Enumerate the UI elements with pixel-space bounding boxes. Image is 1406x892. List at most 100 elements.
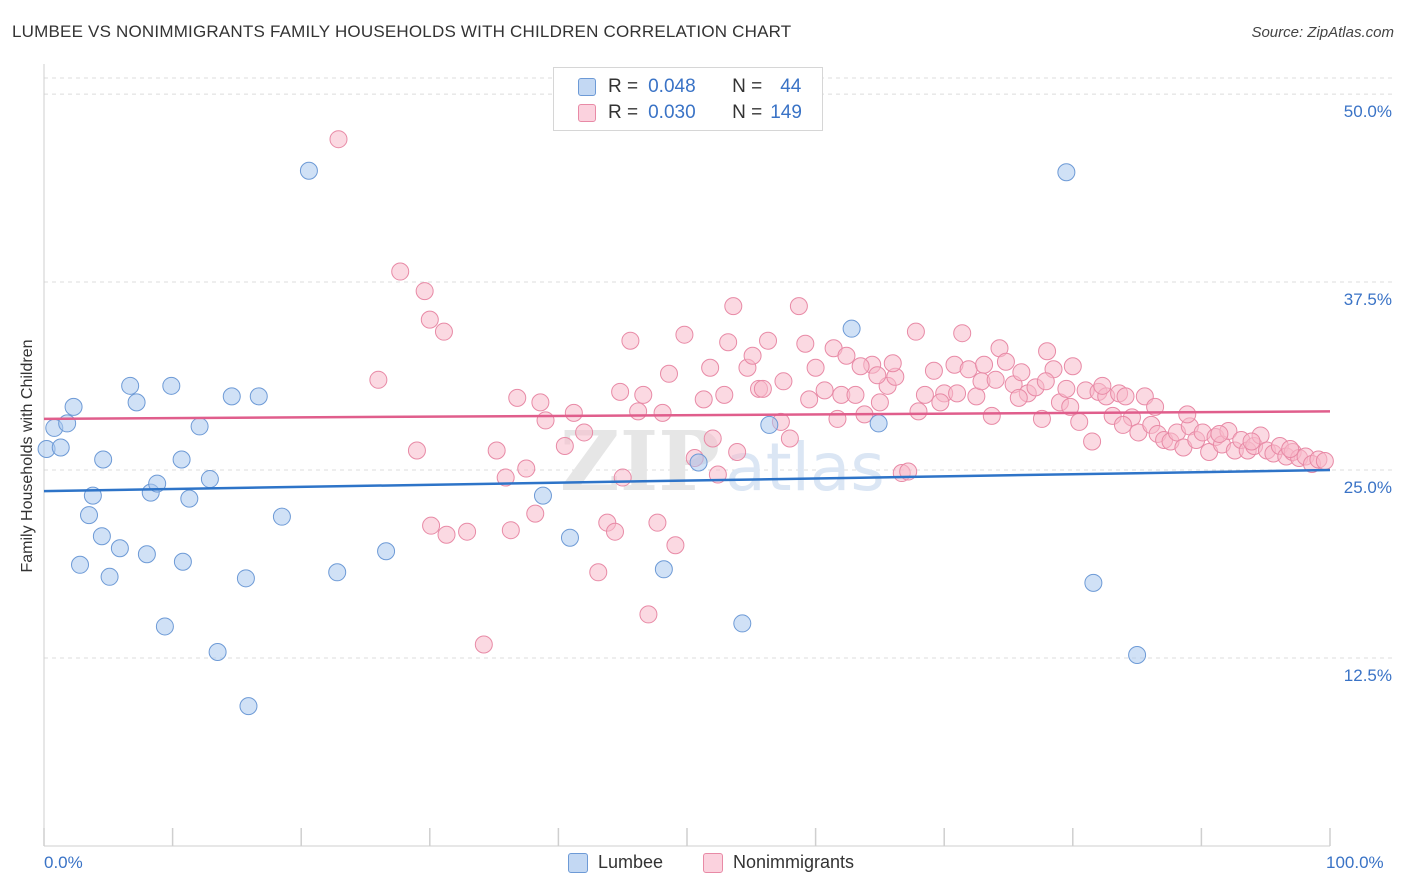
lumbee-points: [37, 161, 1147, 716]
nonimmigrants-point: [1036, 372, 1055, 391]
n-value: 149: [770, 102, 802, 123]
lumbee-point: [733, 614, 752, 633]
lumbee-point: [155, 617, 174, 636]
nonimmigrants-point: [851, 357, 870, 376]
nonimmigrants-point: [531, 393, 550, 412]
nonimmigrants-point: [909, 402, 928, 421]
nonimmigrants-point: [648, 513, 667, 532]
nonimmigrants-point: [915, 385, 934, 404]
y-tick-label: 37.5%: [1343, 290, 1392, 310]
lumbee-point: [94, 450, 113, 469]
lumbee-point: [1128, 646, 1147, 665]
lumbee-point: [173, 552, 192, 571]
legend-label-lumbee: Lumbee: [598, 852, 664, 872]
nonimmigrants-point: [329, 130, 348, 149]
nonimmigrants-point: [719, 333, 738, 352]
nonimmigrants-point: [868, 366, 887, 385]
nonimmigrants-point: [1116, 387, 1135, 406]
lumbee-point: [1057, 163, 1076, 182]
nonimmigrants-point: [1093, 376, 1112, 395]
nonimmigrants-point: [1012, 363, 1031, 382]
lumbee-point: [1084, 573, 1103, 592]
nonimmigrants-point: [613, 468, 632, 487]
nonimmigrants-point: [589, 563, 608, 582]
nonimmigrants-point: [458, 522, 477, 541]
nonimmigrants-point: [743, 346, 762, 365]
nonimmigrants-point: [391, 262, 410, 281]
nonimmigrants-point: [1146, 397, 1165, 416]
nonimmigrants-point: [774, 372, 793, 391]
lumbee-point: [760, 415, 779, 434]
nonimmigrants-point: [986, 370, 1005, 389]
legend-item-lumbee[interactable]: Lumbee: [568, 852, 663, 873]
nonimmigrants-point: [474, 635, 493, 654]
nonimmigrants-point: [1210, 424, 1229, 443]
lumbee-point: [869, 414, 888, 433]
lumbee-point: [80, 506, 99, 525]
nonimmigrants-point: [1032, 409, 1051, 428]
x-tick-label-min: 0.0%: [44, 853, 83, 872]
nonimmigrants-point: [496, 468, 515, 487]
lumbee-point: [299, 161, 318, 180]
y-tick-label: 12.5%: [1343, 666, 1392, 686]
lumbee-point: [92, 527, 111, 546]
lumbee-point: [249, 387, 268, 406]
nonimmigrants-point: [870, 393, 889, 412]
source-label: Source: ZipAtlas.com: [1251, 24, 1394, 41]
nonimmigrants-point: [728, 442, 747, 461]
lumbee-point: [689, 453, 708, 472]
lumbee-point: [560, 528, 579, 547]
lumbee-point: [328, 563, 347, 582]
y-tick-label: 50.0%: [1343, 102, 1392, 122]
n-label: N =: [732, 102, 763, 123]
lumbee-point: [200, 470, 219, 489]
nonimmigrants-point: [508, 388, 527, 407]
trend-lines: [43, 410, 1331, 493]
lumbee-point: [222, 387, 241, 406]
nonimmigrants-point: [639, 605, 658, 624]
nonimmigrants-point: [629, 402, 648, 421]
nonimmigrants-point: [701, 358, 720, 377]
lumbee-point: [533, 486, 552, 505]
lumbee-point: [208, 643, 227, 662]
lumbee-point: [51, 438, 70, 457]
nonimmigrants-point: [415, 282, 434, 301]
nonimmigrants-point: [924, 361, 943, 380]
r-label: R =: [608, 102, 639, 123]
lumbee-point: [137, 545, 156, 564]
nonimmigrants-point: [675, 325, 694, 344]
nonimmigrants-point: [931, 393, 950, 412]
nonimmigrants-point: [1113, 415, 1132, 434]
lumbee-trend-line: [43, 468, 1331, 493]
stats-legend: R = 0.048 N = 44 R = 0.030 N = 149: [553, 67, 823, 131]
legend-item-nonimmigrants[interactable]: Nonimmigrants: [703, 852, 854, 873]
y-tick-label: 25.0%: [1343, 478, 1392, 498]
nonimmigrants-point: [501, 521, 520, 540]
nonimmigrants-point: [1057, 379, 1076, 398]
nonimmigrants-point: [666, 536, 685, 555]
nonimmigrants-point: [1315, 452, 1334, 471]
nonimmigrants-point: [703, 429, 722, 448]
lumbee-point: [654, 560, 673, 579]
nonimmigrants-point: [536, 411, 555, 430]
nonimmigrants-point: [555, 436, 574, 455]
lumbee-point: [162, 376, 181, 395]
nonimmigrants-point: [369, 370, 388, 389]
lumbee-point: [127, 393, 146, 412]
nonimmigrants-point: [959, 360, 978, 379]
nonimmigrants-point: [526, 504, 545, 523]
nonimmigrants-point: [846, 385, 865, 404]
nonimmigrants-point: [694, 390, 713, 409]
lumbee-point: [148, 474, 167, 493]
nonimmigrants-point: [806, 358, 825, 377]
nonimmigrants-swatch: [703, 852, 723, 873]
nonimmigrants-point: [605, 522, 624, 541]
nonimmigrants-point: [759, 331, 778, 350]
nonimmigrants-point: [975, 355, 994, 374]
watermark-atlas: atlas: [725, 429, 885, 506]
lumbee-point: [190, 417, 209, 436]
lumbee-point: [64, 397, 83, 416]
nonimmigrants-point: [837, 346, 856, 365]
lumbee-point: [172, 450, 191, 469]
